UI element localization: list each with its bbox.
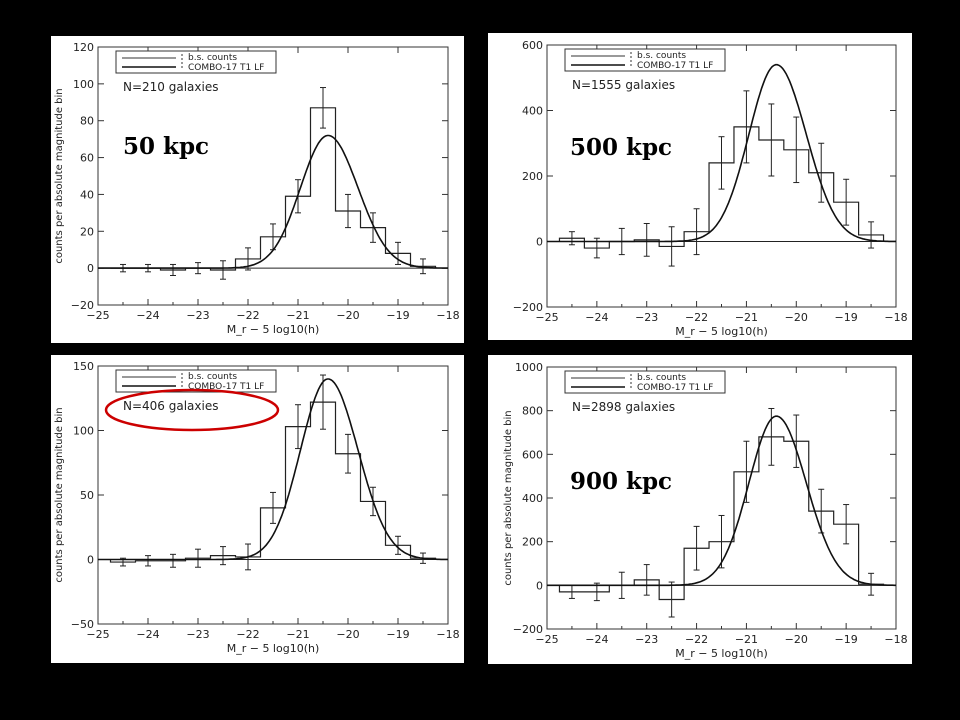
y-tick-label: 0 — [87, 554, 94, 567]
x-tick-label: −22 — [685, 311, 708, 324]
chart-50kpc: −25 −24 −23 −22 −21 −20 −19 −18 −20 0 20 40 60 80 100 1… — [54, 41, 460, 336]
chart-panel-500kpc: −25 −24 −23 −22 −21 −20 −19 −18 −200 0 200 400 600 M_… — [488, 33, 912, 340]
y-tick-label: 100 — [73, 78, 94, 91]
chart-panel-900kpc: −25 −24 −23 −22 −21 −20 −19 −18 −200 0 200 400 600 80… — [488, 355, 912, 664]
x-tick-label: −21 — [735, 311, 758, 324]
y-tick-label: 80 — [80, 115, 94, 128]
y-tick-label: −200 — [513, 623, 543, 636]
x-tick-label: −22 — [236, 628, 259, 641]
y-tick-label: −200 — [513, 301, 543, 314]
x-axis-label: M_r − 5 log10(h) — [227, 642, 320, 655]
y-tick-label: −50 — [71, 618, 94, 631]
y-tick-label: 200 — [522, 170, 543, 183]
lf-curve — [547, 63, 896, 243]
galaxy-count-label: N=1555 galaxies — [572, 78, 675, 92]
y-tick-label: 600 — [522, 448, 543, 461]
x-tick-label: −19 — [386, 309, 409, 322]
legend-label-lf: COMBO-17 T1 LF — [188, 63, 264, 73]
x-tick-label: −24 — [585, 633, 608, 646]
panel-distance-label: 50 kpc — [123, 133, 209, 160]
x-tick-label: −23 — [186, 309, 209, 322]
x-tick-label: −19 — [386, 628, 409, 641]
x-tick-label: −18 — [884, 633, 907, 646]
x-axis-label: M_r − 5 log10(h) — [675, 647, 768, 660]
y-tick-label: −20 — [71, 299, 94, 312]
x-tick-label: −22 — [236, 309, 259, 322]
x-tick-label: −23 — [186, 628, 209, 641]
y-tick-label: 150 — [73, 360, 94, 373]
legend-label-lf: COMBO-17 T1 LF — [188, 382, 264, 392]
legend-label-counts: b.s. counts — [637, 51, 686, 61]
x-tick-label: −21 — [735, 633, 758, 646]
x-tick-label: −25 — [86, 628, 109, 641]
y-tick-label: 0 — [536, 579, 543, 592]
histogram-steps — [110, 107, 437, 271]
x-tick-label: −20 — [785, 633, 808, 646]
x-tick-label: −23 — [635, 311, 658, 324]
x-tick-label: −25 — [86, 309, 109, 322]
legend-label-lf: COMBO-17 T1 LF — [637, 383, 713, 393]
x-tick-label: −21 — [286, 628, 309, 641]
y-axis-label: counts per absolute magnitude bin — [54, 88, 65, 263]
x-tick-label: −25 — [535, 633, 558, 646]
x-tick-label: −23 — [635, 633, 658, 646]
histogram-steps — [109, 401, 437, 563]
legend-label-lf: COMBO-17 T1 LF — [637, 61, 713, 71]
highlight-ellipse — [104, 388, 280, 432]
lf-curve — [98, 134, 448, 269]
y-tick-label: 0 — [536, 236, 543, 249]
y-tick-label: 600 — [522, 39, 543, 52]
y-tick-label: 120 — [73, 41, 94, 54]
x-tick-label: −19 — [835, 633, 858, 646]
lf-curve — [547, 415, 896, 587]
y-tick-label: 400 — [522, 105, 543, 118]
legend-label-counts: b.s. counts — [188, 372, 237, 382]
y-tick-label: 1000 — [515, 361, 543, 374]
y-tick-label: 20 — [80, 225, 94, 238]
y-tick-label: 400 — [522, 492, 543, 505]
x-axis-label: M_r − 5 log10(h) — [675, 325, 768, 338]
chart-900kpc: −25 −24 −23 −22 −21 −20 −19 −18 −200 0 200 400 600 80… — [503, 361, 908, 660]
x-tick-label: −20 — [785, 311, 808, 324]
galaxy-count-label: N=406 galaxies — [123, 399, 218, 413]
x-tick-label: −20 — [336, 628, 359, 641]
x-tick-label: −19 — [835, 311, 858, 324]
legend-label-counts: b.s. counts — [188, 53, 237, 63]
chart-500kpc: −25 −24 −23 −22 −21 −20 −19 −18 −200 0 200 400 600 M_… — [513, 39, 908, 338]
x-tick-label: −25 — [535, 311, 558, 324]
y-tick-label: 50 — [80, 489, 94, 502]
y-tick-label: 800 — [522, 405, 543, 418]
y-tick-label: 100 — [73, 425, 94, 438]
y-axis-label: counts per absolute magnitude bin — [503, 410, 514, 585]
y-tick-label: 200 — [522, 536, 543, 549]
x-tick-label: −18 — [436, 628, 459, 641]
chart-panel-50kpc: −25 −24 −23 −22 −21 −20 −19 −18 −20 0 20 40 60 80 100 1… — [51, 36, 464, 343]
y-tick-label: 60 — [80, 152, 94, 165]
x-tick-label: −22 — [685, 633, 708, 646]
lf-curve — [98, 378, 448, 561]
x-tick-label: −21 — [286, 309, 309, 322]
panel-distance-label: 900 kpc — [570, 468, 672, 495]
x-tick-label: −24 — [136, 628, 159, 641]
x-tick-label: −24 — [136, 309, 159, 322]
x-tick-label: −18 — [436, 309, 459, 322]
x-axis-label: M_r − 5 log10(h) — [227, 323, 320, 336]
x-tick-label: −18 — [884, 311, 907, 324]
x-tick-label: −20 — [336, 309, 359, 322]
panel-distance-label: 500 kpc — [570, 134, 672, 161]
x-tick-label: −24 — [585, 311, 608, 324]
y-tick-label: 0 — [87, 262, 94, 275]
galaxy-count-label: N=2898 galaxies — [572, 400, 675, 414]
y-axis-label: counts per absolute magnitude bin — [54, 407, 65, 582]
chart-panel-406: −25 −24 −23 −22 −21 −20 −19 −18 −50 0 50 100 150 M_r … — [51, 355, 464, 663]
galaxy-count-label: N=210 galaxies — [123, 80, 218, 94]
y-tick-label: 40 — [80, 188, 94, 201]
chart-406-galaxies: −25 −24 −23 −22 −21 −20 −19 −18 −50 0 50 100 150 M_r … — [54, 360, 460, 655]
legend-label-counts: b.s. counts — [637, 373, 686, 383]
